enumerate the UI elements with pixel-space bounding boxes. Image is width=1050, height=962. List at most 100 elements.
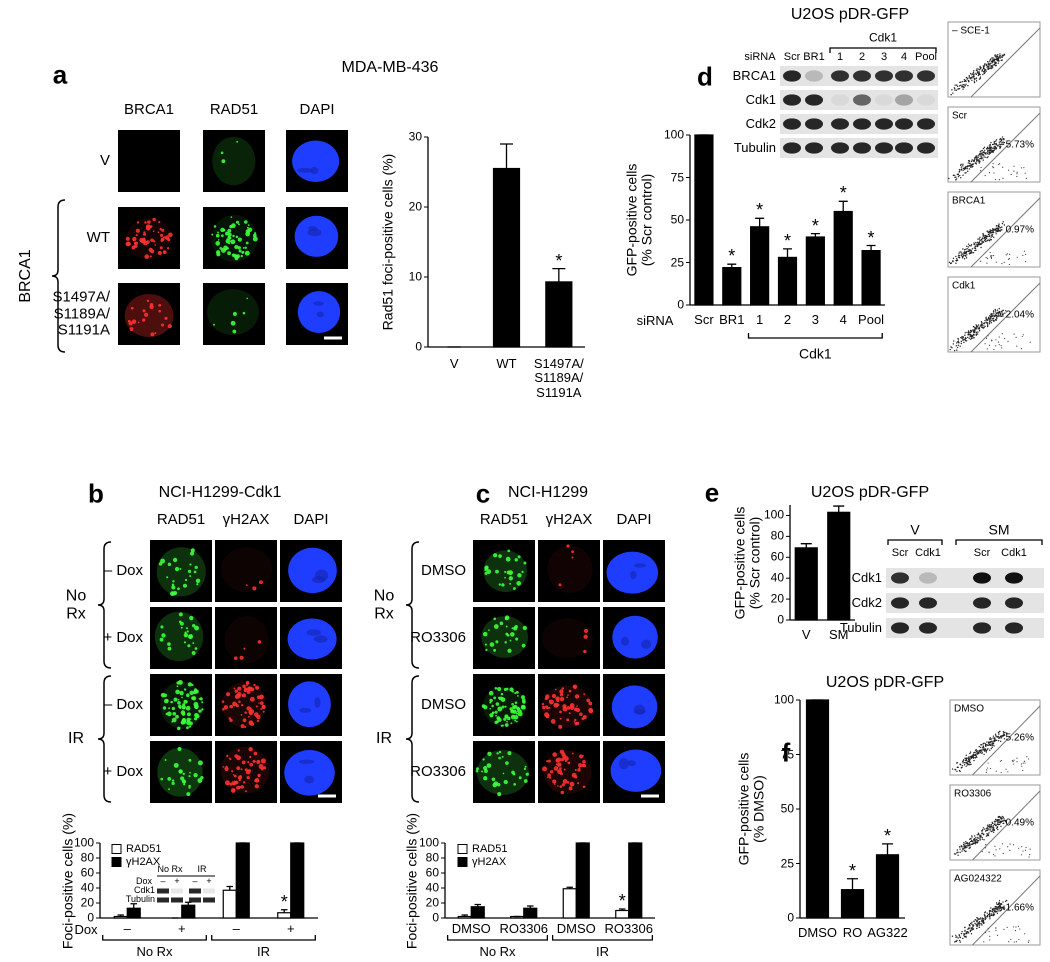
focus — [489, 713, 494, 718]
event — [970, 244, 973, 246]
event — [977, 74, 980, 77]
event — [1007, 258, 1010, 260]
focus — [568, 786, 573, 791]
legend-label: RAD51 — [472, 842, 508, 855]
focus — [254, 784, 259, 789]
focus — [171, 781, 175, 786]
row-label: WT — [86, 228, 110, 246]
event — [1000, 820, 1002, 822]
blot-band — [917, 118, 935, 130]
event — [981, 851, 983, 853]
nucleolus — [627, 760, 636, 767]
event — [997, 227, 999, 229]
event — [965, 850, 967, 852]
event — [999, 227, 1002, 229]
focus — [583, 628, 589, 633]
focus — [173, 697, 178, 702]
event — [969, 77, 972, 80]
x-tick-label: BR1 — [719, 312, 745, 327]
event — [990, 824, 992, 826]
panel-title: U2OS pDR-GFP — [810, 484, 930, 502]
event — [986, 912, 988, 914]
focus — [574, 694, 580, 699]
x-tick-label: RO3306 — [604, 921, 653, 936]
event — [992, 315, 994, 317]
event — [997, 731, 1000, 734]
focus — [246, 682, 249, 685]
event — [959, 846, 961, 848]
lane-label: 3 — [880, 50, 888, 63]
event — [992, 163, 994, 165]
focus — [154, 244, 156, 246]
event — [980, 830, 983, 832]
event — [962, 174, 964, 177]
focus — [563, 768, 566, 771]
event — [969, 250, 971, 252]
event — [967, 336, 969, 339]
micrograph — [118, 130, 180, 192]
nucleus — [292, 140, 340, 182]
focus — [559, 696, 565, 702]
event — [977, 242, 980, 245]
focus — [495, 714, 497, 717]
focus — [188, 758, 192, 762]
event — [1011, 759, 1014, 762]
event — [986, 324, 989, 327]
event — [963, 86, 965, 89]
event — [983, 753, 985, 756]
focus — [249, 720, 253, 724]
focus — [148, 247, 153, 253]
event — [997, 905, 999, 908]
nucleolus — [316, 311, 324, 318]
event — [972, 755, 974, 758]
event — [962, 165, 964, 167]
event — [990, 322, 992, 324]
event — [951, 935, 954, 937]
event — [956, 258, 958, 260]
event — [988, 743, 991, 746]
event — [1016, 175, 1018, 178]
event — [958, 934, 961, 937]
bar — [235, 842, 250, 919]
event — [971, 337, 973, 340]
event — [1008, 941, 1010, 943]
focus — [497, 696, 501, 699]
event — [975, 241, 977, 244]
focus — [550, 719, 556, 724]
event — [987, 61, 989, 63]
event — [997, 228, 1000, 230]
y-tick-label: 20 — [80, 895, 94, 910]
event — [977, 837, 979, 840]
event — [973, 75, 975, 78]
event — [951, 89, 953, 91]
event — [973, 77, 975, 80]
focus — [170, 701, 173, 704]
event — [986, 915, 989, 918]
focus — [233, 687, 236, 690]
focus — [502, 772, 505, 775]
event — [963, 846, 966, 848]
focus — [195, 578, 201, 584]
focus — [500, 692, 504, 696]
flow-label: – SCE-1 — [952, 25, 990, 37]
event — [1008, 263, 1011, 266]
event — [968, 843, 971, 845]
event — [967, 80, 970, 83]
focus — [184, 578, 188, 582]
event — [990, 65, 993, 67]
event — [998, 60, 1000, 62]
focus — [130, 306, 134, 310]
event — [966, 846, 968, 848]
focus — [181, 719, 187, 725]
event — [982, 157, 984, 159]
event — [963, 80, 966, 83]
event — [964, 79, 967, 82]
event — [996, 910, 998, 912]
event — [995, 345, 997, 347]
focus — [242, 311, 246, 315]
y-axis-label: Rad51 foci-positive cells (%) — [379, 153, 396, 331]
focus — [260, 707, 263, 710]
focus — [491, 777, 496, 782]
focus — [513, 783, 516, 786]
event — [993, 172, 995, 174]
